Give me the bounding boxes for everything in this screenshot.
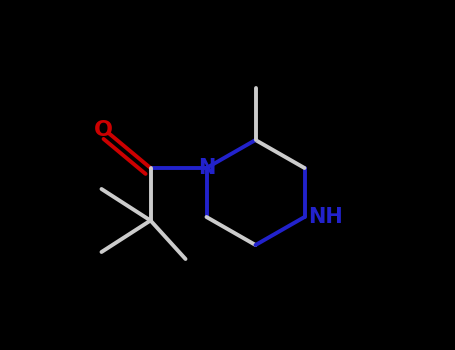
Text: O: O (94, 119, 113, 140)
Text: N: N (198, 158, 215, 178)
Text: NH: NH (308, 207, 343, 227)
